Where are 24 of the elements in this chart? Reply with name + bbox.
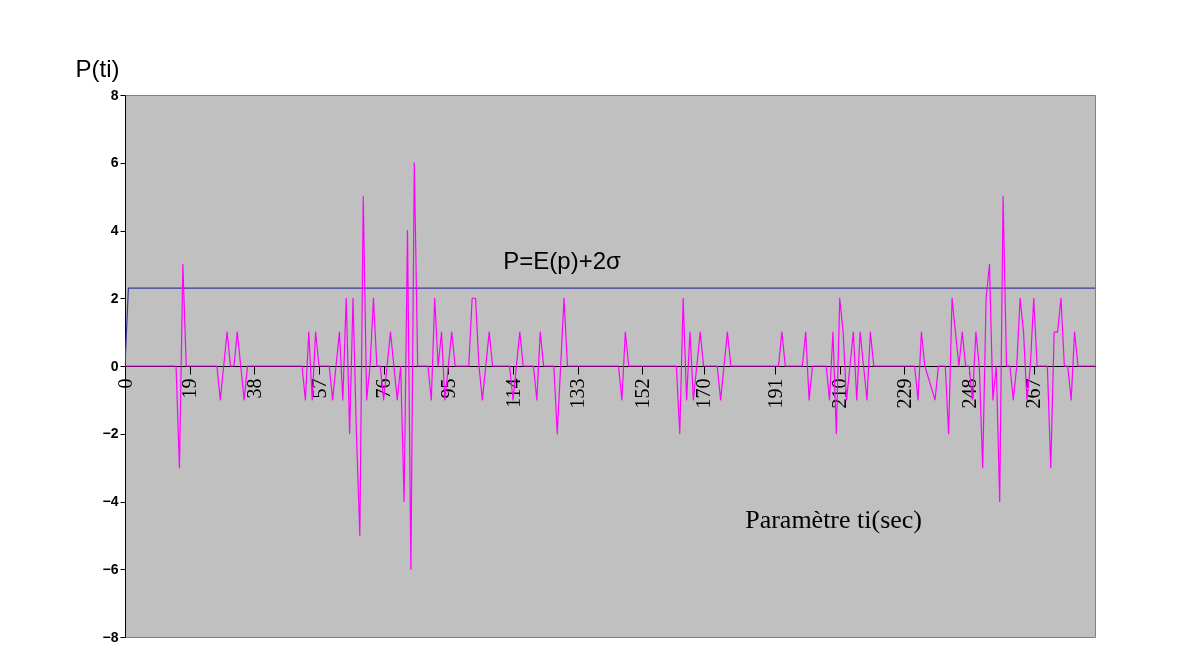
y-tick-label: −6 [102, 560, 119, 577]
x-tick-label: 76 [372, 378, 395, 399]
series-label: P=E(p)+2σ [503, 247, 622, 275]
y-axis-title: P(ti) [75, 54, 120, 82]
x-tick-label: 229 [892, 378, 915, 409]
x-tick-label: 210 [828, 378, 851, 409]
x-tick-label: 95 [436, 378, 459, 399]
x-tick-label: 38 [242, 378, 265, 399]
x-tick-label: 114 [501, 378, 524, 408]
x-axis-title: Paramètre ti(sec) [745, 504, 923, 534]
x-tick-label: 170 [692, 378, 715, 409]
y-tick-label: −2 [102, 425, 119, 442]
y-tick-label: 4 [110, 222, 119, 238]
y-tick-label: 8 [110, 86, 119, 103]
x-tick-label: 19 [178, 378, 201, 399]
x-tick-label: 152 [630, 378, 653, 409]
y-tick-label: 2 [110, 289, 119, 306]
y-tick-label: −4 [102, 493, 119, 509]
x-tick-label: 191 [763, 378, 786, 409]
y-tick-label: 0 [110, 357, 119, 374]
y-tick-label: 6 [110, 154, 119, 171]
x-tick-label: 267 [1022, 378, 1045, 409]
y-tick-label: −8 [102, 628, 119, 645]
x-tick-label: 133 [566, 378, 589, 409]
